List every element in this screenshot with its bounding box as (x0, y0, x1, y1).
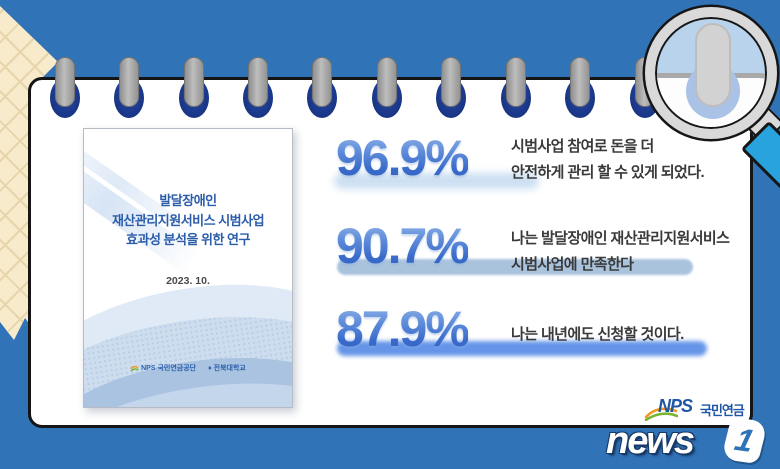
binder-ring-icon (372, 57, 402, 121)
stat-caption-line: 안전하게 관리 할 수 있게 되었다. (511, 164, 705, 181)
binder-ring-icon (436, 57, 466, 121)
university-emblem-icon: ♦ (208, 364, 212, 372)
stat-caption-line: 시범사업 참여로 돈을 더 (511, 138, 654, 155)
report-title: 발달장애인 재산관리지원서비스 시범사업 효과성 분석을 위한 연구 (84, 191, 292, 250)
ring-pin (312, 57, 332, 107)
nps-logo-korean: 국민연금 (700, 403, 745, 418)
report-cover: 발달장애인 재산관리지원서비스 시범사업 효과성 분석을 위한 연구 2023.… (83, 128, 293, 408)
report-date: 2023. 10. (166, 275, 210, 287)
stat-caption-1: 시범사업 참여로 돈을 더 안전하게 관리 할 수 있게 되었다. (511, 134, 705, 186)
stat-value-1: 96.9% (336, 130, 470, 186)
binder-ring-icon (565, 57, 595, 121)
report-publishers: NPS 국민연금공단 ♦ 전북대학교 (84, 363, 292, 373)
stat-caption-2: 나는 발달장애인 재산관리지원서비스 시범사업에 만족한다 (511, 226, 730, 278)
stat-underline-1 (334, 173, 539, 189)
report-title-line: 효과성 분석을 위한 연구 (126, 232, 250, 247)
magnifier-icon (645, 7, 777, 139)
nps-swoosh-icon (644, 407, 678, 421)
report-title-line: 발달장애인 (159, 193, 217, 208)
stat-value-3: 87.9% (336, 301, 470, 357)
news1-logo: news 1 (606, 416, 780, 469)
binder-ring-icon (179, 57, 209, 121)
stat-caption-line: 나는 내년에도 신청할 것이다. (511, 326, 684, 343)
ring-pin (506, 57, 526, 107)
binder-ring-icon (50, 57, 80, 121)
binder-ring-icon (307, 57, 337, 121)
stat-underline-2 (337, 259, 693, 275)
news1-badge: 1 (720, 416, 769, 465)
nps-logo: NPS 국민연금 (644, 396, 748, 422)
magnified-ring-pin (695, 23, 731, 107)
ring-pin (570, 57, 590, 107)
ring-pin (119, 57, 139, 107)
stat-caption-3: 나는 내년에도 신청할 것이다. (511, 322, 684, 348)
news1-logo-text: news (606, 420, 695, 462)
nps-logo-text: NPS (658, 396, 693, 416)
report-title-line: 재산관리지원서비스 시범사업 (111, 212, 265, 228)
nps-mini-swoosh-icon (130, 365, 140, 372)
stat-underline-3 (337, 341, 707, 356)
binder-ring-icon (243, 57, 273, 121)
ring-pin (441, 57, 461, 107)
ring-pin (377, 57, 397, 107)
publisher-nps: NPS 국민연금공단 (130, 363, 196, 373)
ring-pin (184, 57, 204, 107)
stat-caption-line: 나는 발달장애인 재산관리지원서비스 (511, 230, 730, 247)
stat-caption-line: 시범사업에 만족한다 (511, 256, 634, 273)
ring-pin (55, 57, 75, 107)
publisher-university: ♦ 전북대학교 (208, 364, 246, 373)
binder-ring-icon (114, 57, 144, 121)
ring-pin (248, 57, 268, 107)
binder-ring-icon (501, 57, 531, 121)
magnifier-lens-view (657, 19, 765, 127)
stat-value-2: 90.7% (336, 218, 470, 274)
